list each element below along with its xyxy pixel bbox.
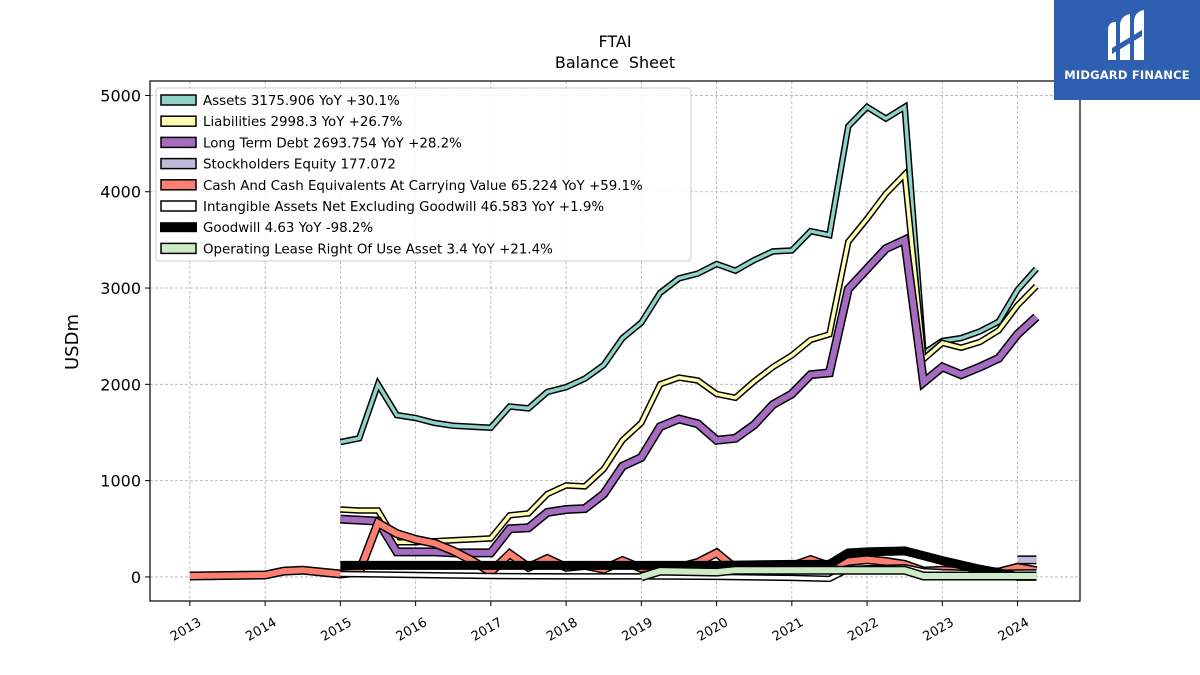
x-tick-label: 2018	[544, 615, 580, 645]
y-axis-label: USDm	[62, 314, 83, 370]
legend-item: Stockholders Equity 177.072	[160, 157, 396, 173]
legend-item: Cash And Cash Equivalents At Carrying Va…	[160, 179, 643, 194]
legend-box	[155, 87, 692, 262]
x-tick-label: 2020	[695, 615, 731, 645]
legend-item: Operating Lease Right Of Use Asset 3.4 Y…	[160, 242, 553, 257]
legend-label: Intangible Assets Net Excluding Goodwill…	[203, 200, 604, 215]
x-tick-label: 2014	[243, 615, 279, 645]
series-operating-lease-right-of-use-asset	[639, 565, 1037, 582]
y-tick-label: 1000	[100, 472, 141, 491]
x-tick-label: 2017	[469, 615, 505, 645]
legend-label: Liabilities 2998.3 YoY +26.7%	[203, 115, 402, 130]
series-goodwill	[340, 546, 1037, 581]
brand-logo: MIDGARD FINANCE	[1054, 0, 1200, 100]
x-tick-label: 2023	[920, 615, 956, 645]
y-tick-label: 5000	[100, 86, 141, 105]
series-lines	[189, 101, 1040, 583]
chart-subtitle: Balance Sheet	[555, 53, 675, 72]
legend-swatch	[160, 94, 197, 106]
x-tick-label: 2013	[168, 615, 204, 645]
chart-title: FTAI	[598, 32, 631, 51]
legend-label: Cash And Cash Equivalents At Carrying Va…	[203, 179, 643, 194]
legend-swatch	[160, 115, 197, 127]
legend: Assets 3175.906 YoY +30.1% Liabilities 29…	[155, 87, 692, 262]
legend-item: Liabilities 2998.3 YoY +26.7%	[160, 115, 402, 130]
legend-swatch	[160, 222, 197, 233]
brand-name: MIDGARD FINANCE	[1064, 68, 1190, 82]
legend-item: Intangible Assets Net Excluding Goodwill…	[160, 200, 604, 215]
series-long-term-debt	[340, 233, 1040, 558]
series-line	[340, 235, 1039, 556]
x-tick-label: 2021	[770, 615, 806, 645]
legend-swatch	[160, 179, 197, 191]
y-tick-label: 3000	[100, 279, 141, 298]
legend-swatch	[160, 136, 197, 149]
series-line	[340, 546, 1037, 581]
y-tick-label: 0	[131, 568, 141, 587]
legend-item: Assets 3175.906 YoY +30.1%	[160, 94, 400, 109]
legend-label: Goodwill 4.63 YoY -98.2%	[203, 221, 373, 236]
midgard-m-logo-icon	[1108, 10, 1144, 60]
legend-label: Operating Lease Right Of Use Asset 3.4 Y…	[203, 242, 553, 257]
x-tick-label: 2022	[845, 615, 881, 645]
legend-swatch	[160, 242, 197, 255]
y-tick-label: 2000	[100, 375, 141, 394]
y-tick-label: 4000	[100, 183, 141, 202]
legend-swatch	[160, 157, 197, 170]
x-tick-label: 2024	[996, 615, 1032, 645]
x-tick-label: 2019	[620, 615, 656, 645]
legend-label: Assets 3175.906 YoY +30.1%	[203, 94, 400, 109]
legend-label: Long Term Debt 2693.754 YoY +28.2%	[203, 136, 462, 151]
legend-item: Long Term Debt 2693.754 YoY +28.2%	[160, 136, 462, 151]
x-tick-label: 2016	[394, 615, 430, 645]
legend-label: Stockholders Equity 177.072	[203, 158, 396, 173]
x-tick-label: 2015	[319, 615, 355, 645]
legend-item: Goodwill 4.63 YoY -98.2%	[160, 221, 373, 236]
plot-frame	[149, 80, 1081, 602]
legend-swatch	[160, 200, 197, 212]
series-line-outline	[340, 233, 1040, 558]
series-line	[640, 567, 1037, 580]
